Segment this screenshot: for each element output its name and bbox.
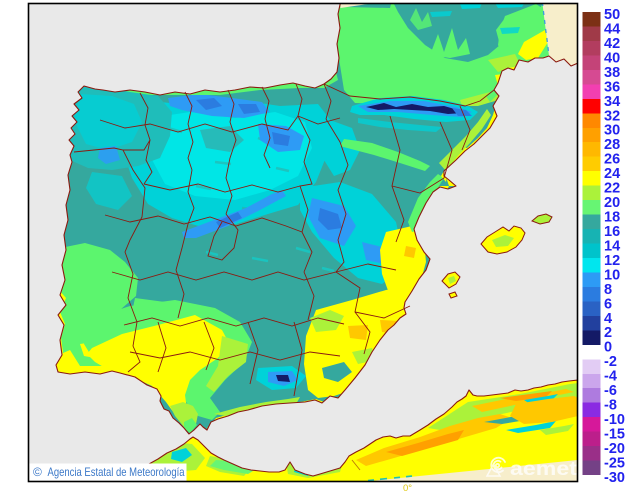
svg-text:30: 30	[604, 123, 620, 139]
svg-text:-20: -20	[604, 441, 625, 457]
svg-text:-2: -2	[604, 354, 617, 370]
svg-text:0: 0	[604, 340, 612, 356]
svg-text:38: 38	[604, 65, 620, 81]
svg-text:0°: 0°	[403, 483, 412, 494]
svg-text:6: 6	[604, 296, 612, 312]
svg-text:-8: -8	[604, 398, 617, 414]
svg-text:-25: -25	[604, 455, 625, 471]
svg-text:44: 44	[604, 22, 620, 38]
svg-text:aemet: aemet	[510, 458, 578, 480]
svg-text:14: 14	[604, 239, 620, 255]
svg-text:-30: -30	[604, 470, 625, 486]
svg-text:-6: -6	[604, 383, 617, 399]
svg-text:28: 28	[604, 137, 620, 153]
svg-text:8: 8	[604, 282, 612, 298]
svg-text:12: 12	[604, 253, 620, 269]
svg-text:20: 20	[604, 195, 620, 211]
svg-text:2: 2	[604, 325, 612, 341]
svg-text:16: 16	[604, 224, 620, 240]
svg-text:34: 34	[604, 94, 620, 110]
svg-text:36: 36	[604, 79, 620, 95]
svg-text:50: 50	[604, 7, 620, 23]
svg-text:4: 4	[604, 311, 612, 327]
svg-text:Agencia Estatal de Meteorologí: Agencia Estatal de Meteorología	[48, 466, 185, 479]
svg-text:-15: -15	[604, 427, 625, 443]
svg-text:26: 26	[604, 152, 620, 168]
svg-text:32: 32	[604, 108, 620, 124]
svg-text:18: 18	[604, 210, 620, 226]
svg-text:42: 42	[604, 36, 620, 52]
svg-text:40: 40	[604, 50, 620, 66]
svg-text:22: 22	[604, 181, 620, 197]
svg-text:24: 24	[604, 166, 620, 182]
svg-text:-10: -10	[604, 412, 625, 428]
svg-text:10: 10	[604, 267, 620, 283]
svg-text:-4: -4	[604, 369, 617, 385]
svg-text:©: ©	[33, 465, 42, 479]
